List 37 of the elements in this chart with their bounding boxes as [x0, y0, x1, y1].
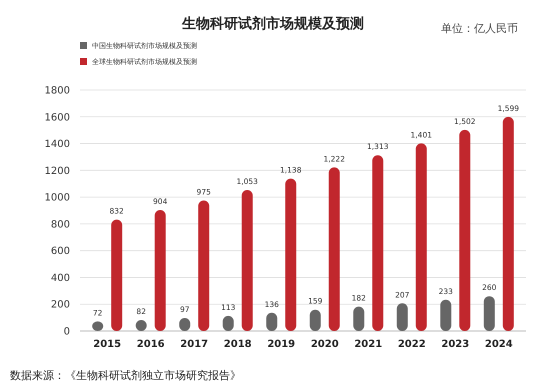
- bar: [502, 116, 514, 331]
- bar: [396, 303, 408, 331]
- bar: [285, 178, 296, 331]
- bar: [372, 155, 384, 331]
- bar: [353, 306, 364, 331]
- y-tick-label: 600: [50, 246, 70, 258]
- y-tick-label: 200: [50, 300, 70, 311]
- bar: [459, 130, 470, 331]
- x-tick-label: 2020: [310, 339, 339, 350]
- x-tick-label: 2019: [267, 339, 296, 350]
- x-tick-label: 2022: [398, 339, 426, 350]
- y-tick-label: 800: [50, 219, 70, 230]
- y-tick-label: 1600: [44, 112, 70, 124]
- y-tick-label: 400: [50, 272, 70, 284]
- bar: [242, 190, 253, 331]
- bar: [484, 296, 495, 331]
- bar: [198, 200, 210, 331]
- chart-title: 生物科研试剂市场规模及预测: [181, 15, 364, 32]
- bar: [111, 220, 122, 331]
- x-tick-label: 2015: [93, 339, 122, 350]
- y-tick-label: 0: [64, 326, 70, 338]
- y-tick-label: 1400: [44, 139, 70, 150]
- x-tick-label: 2017: [180, 339, 208, 350]
- x-tick-label: 2016: [136, 339, 165, 350]
- bar: [154, 210, 166, 331]
- y-tick-label: 1800: [44, 86, 70, 96]
- bar: [440, 300, 452, 331]
- x-tick-label: 2024: [484, 339, 513, 350]
- x-tick-label: 2018: [224, 339, 252, 350]
- y-tick-label: 1000: [44, 192, 70, 204]
- x-tick-label: 2023: [441, 339, 470, 350]
- chart-subtitle: 单位：亿人民币: [441, 22, 518, 35]
- x-tick-label: 2021: [354, 339, 382, 350]
- bar: [328, 167, 340, 331]
- source-note: 数据来源：《生物科研试剂独立市场研究报告》: [10, 369, 241, 382]
- bar: [416, 143, 427, 331]
- y-tick-label: 1200: [44, 166, 70, 177]
